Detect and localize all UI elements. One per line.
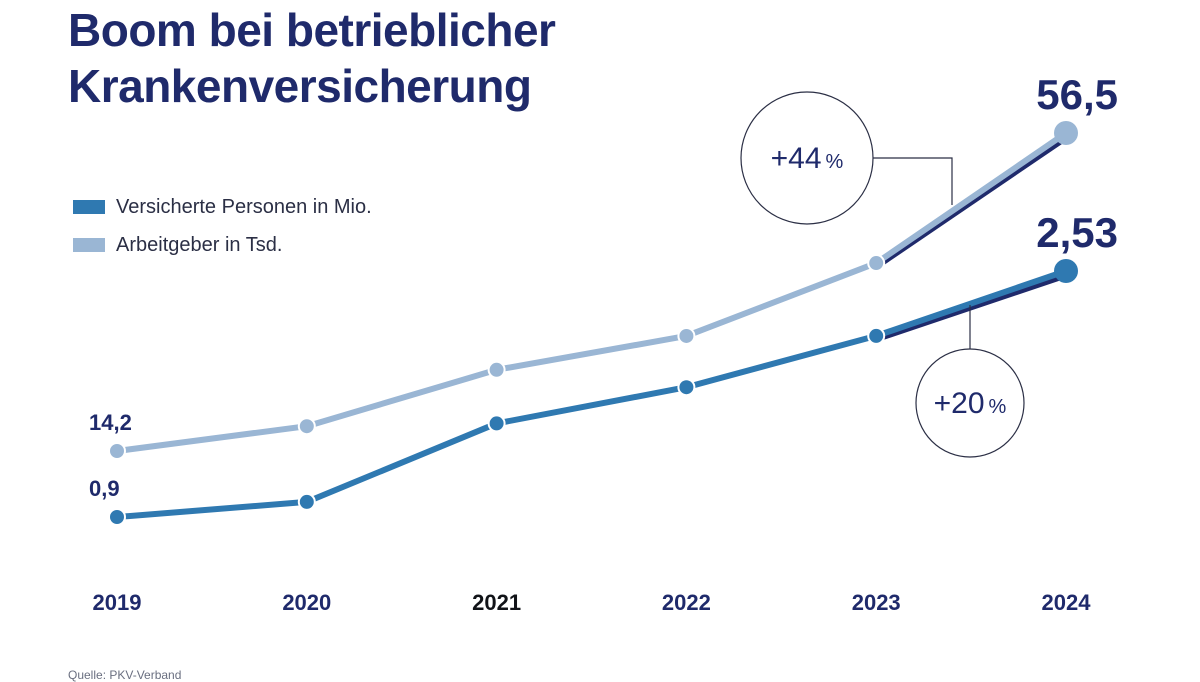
series-line-segment-versicherte xyxy=(114,498,310,520)
data-point-arbeitgeber-2019 xyxy=(108,442,126,460)
change-callout-arbeitgeber: +44% xyxy=(740,91,953,225)
series-line-highlight-versicherte xyxy=(874,272,1070,342)
data-point-versicherte-2019 xyxy=(108,508,126,526)
series-line-segment-arbeitgeber xyxy=(873,130,1069,267)
change-unit-arbeitgeber: % xyxy=(826,151,844,173)
series-line-segment-arbeitgeber xyxy=(114,423,310,454)
callout-connector-arbeitgeber xyxy=(873,157,953,205)
series-line-segment-arbeitgeber xyxy=(493,332,690,373)
data-point-versicherte-2021 xyxy=(487,414,506,433)
data-point-arbeitgeber-2023 xyxy=(867,254,886,273)
change-value-versicherte: +20 xyxy=(934,387,985,420)
chart-title-line-1: Boom bei betrieblicher xyxy=(68,4,556,56)
legend-swatch-arbeitgeber xyxy=(73,238,105,252)
change-label-arbeitgeber: +44% xyxy=(771,142,844,175)
data-point-versicherte-2024 xyxy=(1054,259,1078,283)
x-tick-label-2021: 2021 xyxy=(472,590,521,615)
change-label-versicherte: +20% xyxy=(934,387,1007,420)
series-line-segment-versicherte xyxy=(873,268,1069,339)
data-point-arbeitgeber-2020 xyxy=(297,417,316,436)
start-value-label-versicherte: 0,9 xyxy=(89,476,120,501)
series-line-highlight-arbeitgeber xyxy=(874,134,1070,270)
x-tick-label-2024: 2024 xyxy=(1042,590,1092,615)
start-value-label-arbeitgeber: 14,2 xyxy=(89,410,132,435)
legend-label-versicherte: Versicherte Personen in Mio. xyxy=(116,195,372,218)
change-unit-versicherte: % xyxy=(989,396,1007,418)
data-point-arbeitgeber-2024 xyxy=(1054,121,1078,145)
series-arbeitgeber: 14,2 56,5 xyxy=(89,71,1118,460)
source-note: Quelle: PKV-Verband xyxy=(68,668,182,682)
change-value-arbeitgeber: +44 xyxy=(771,142,822,175)
series-line-segment-arbeitgeber xyxy=(683,260,880,339)
x-tick-label-2023: 2023 xyxy=(852,590,901,615)
legend-label-arbeitgeber: Arbeitgeber in Tsd. xyxy=(116,233,283,256)
callout-circle-versicherte xyxy=(915,348,1025,458)
series-line-segment-versicherte xyxy=(303,420,500,505)
x-tick-label-2019: 2019 xyxy=(93,590,142,615)
data-point-versicherte-2020 xyxy=(297,492,316,511)
chart-title: Boom bei betrieblicher Krankenversicheru… xyxy=(68,2,556,114)
legend-item-arbeitgeber: Arbeitgeber in Tsd. xyxy=(73,226,372,264)
end-value-label-arbeitgeber: 56,5 xyxy=(1036,71,1118,118)
chart-title-line-2: Krankenversicherung xyxy=(68,60,532,113)
series-line-segment-arbeitgeber xyxy=(303,366,500,430)
callout-circle-arbeitgeber xyxy=(740,91,874,225)
change-callout-versicherte: +20% xyxy=(915,305,1025,458)
series-line-segment-versicherte xyxy=(683,332,880,391)
end-value-label-versicherte: 2,53 xyxy=(1036,209,1118,256)
legend-swatch-versicherte xyxy=(73,200,105,214)
data-point-versicherte-2023 xyxy=(867,326,886,345)
x-axis: 2019 2020 2021 2022 2023 2024 xyxy=(93,590,1092,615)
legend: Versicherte Personen in Mio. Arbeitgeber… xyxy=(73,188,372,264)
data-point-arbeitgeber-2022 xyxy=(677,326,696,345)
series-line-segment-versicherte xyxy=(493,384,690,427)
legend-item-versicherte: Versicherte Personen in Mio. xyxy=(73,188,372,226)
x-tick-label-2020: 2020 xyxy=(282,590,331,615)
data-point-versicherte-2022 xyxy=(677,378,696,397)
data-point-arbeitgeber-2021 xyxy=(487,360,506,379)
series-versicherte: 0,9 2,53 xyxy=(89,209,1118,526)
x-tick-label-2022: 2022 xyxy=(662,590,711,615)
